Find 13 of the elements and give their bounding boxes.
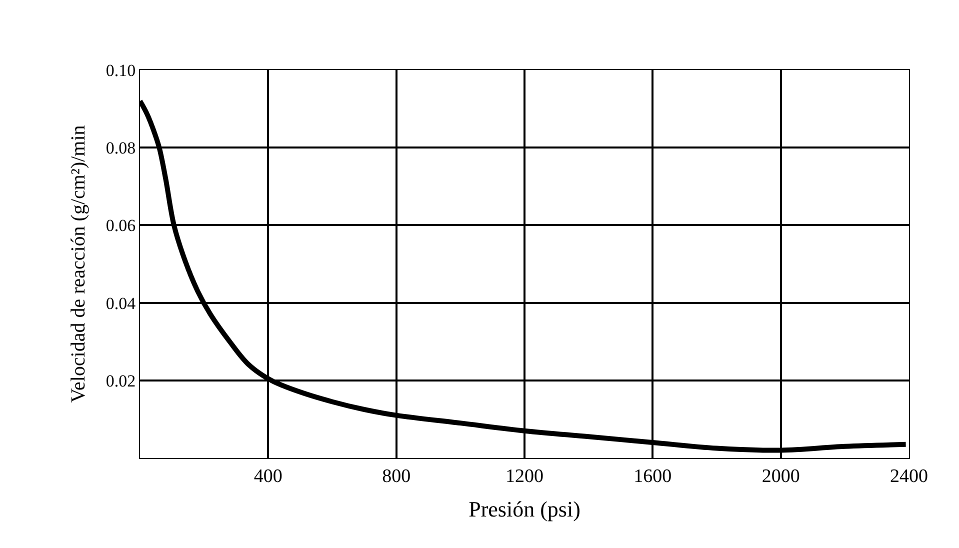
x-tick-label: 400 xyxy=(254,466,282,487)
x-tick-label: 1600 xyxy=(634,466,672,487)
y-tick-label: 0.08 xyxy=(106,138,136,158)
x-axis-title: Presión (psi) xyxy=(468,496,580,522)
y-tick-label: 0.10 xyxy=(106,60,136,80)
x-tick-label: 1200 xyxy=(506,466,544,487)
y-axis-title: Velocidad de reacción (g/cm²)/min xyxy=(67,125,90,403)
y-tick-label: 0.02 xyxy=(106,371,136,390)
y-tick-label: 0.04 xyxy=(106,294,136,313)
x-tick-label: 2000 xyxy=(762,466,800,487)
x-tick-label: 800 xyxy=(382,466,411,487)
y-tick-label: 0.06 xyxy=(106,216,136,236)
x-tick-label: 2400 xyxy=(890,466,928,487)
